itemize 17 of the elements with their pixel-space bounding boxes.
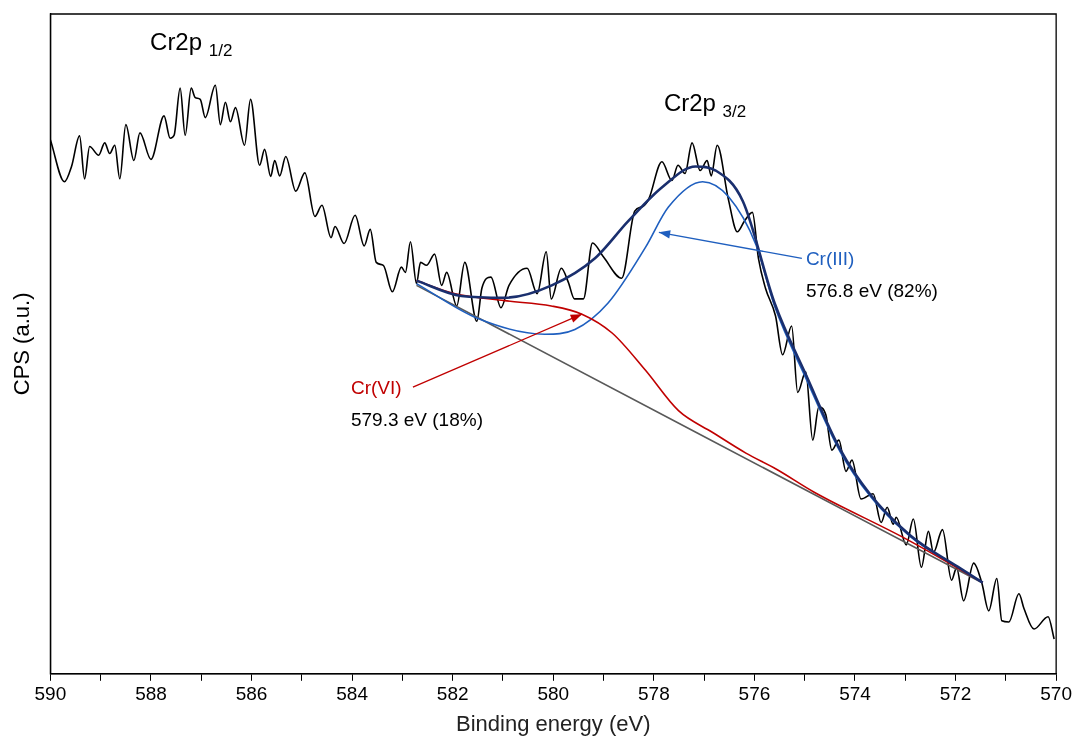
x-tick-label: 574 [839,683,872,705]
x-tick-label: 576 [738,683,771,705]
x-tick-label: 580 [537,683,570,705]
annotation: Cr(VI) 579.3 eV (18%) [350,377,483,431]
x-tick-label: 584 [336,683,369,705]
annotation: Cr2p 1/2 [150,28,233,61]
x-tick-label: 582 [436,683,469,705]
annotation: Cr2p 3/2 [663,88,747,121]
y-axis-title: CPS (a.u.) [9,292,35,396]
x-tick-label: 578 [638,683,670,705]
x-tick-label: 572 [939,683,972,705]
x-tick-label: 590 [34,683,67,705]
x-axis-title: Binding energy (eV) [456,710,651,736]
annotation: Cr(III) 576.8 eV (82%) [805,248,938,302]
x-tick-label: 586 [235,683,268,705]
x-tick-label: 588 [135,683,167,705]
x-tick-label: 570 [1040,683,1072,705]
